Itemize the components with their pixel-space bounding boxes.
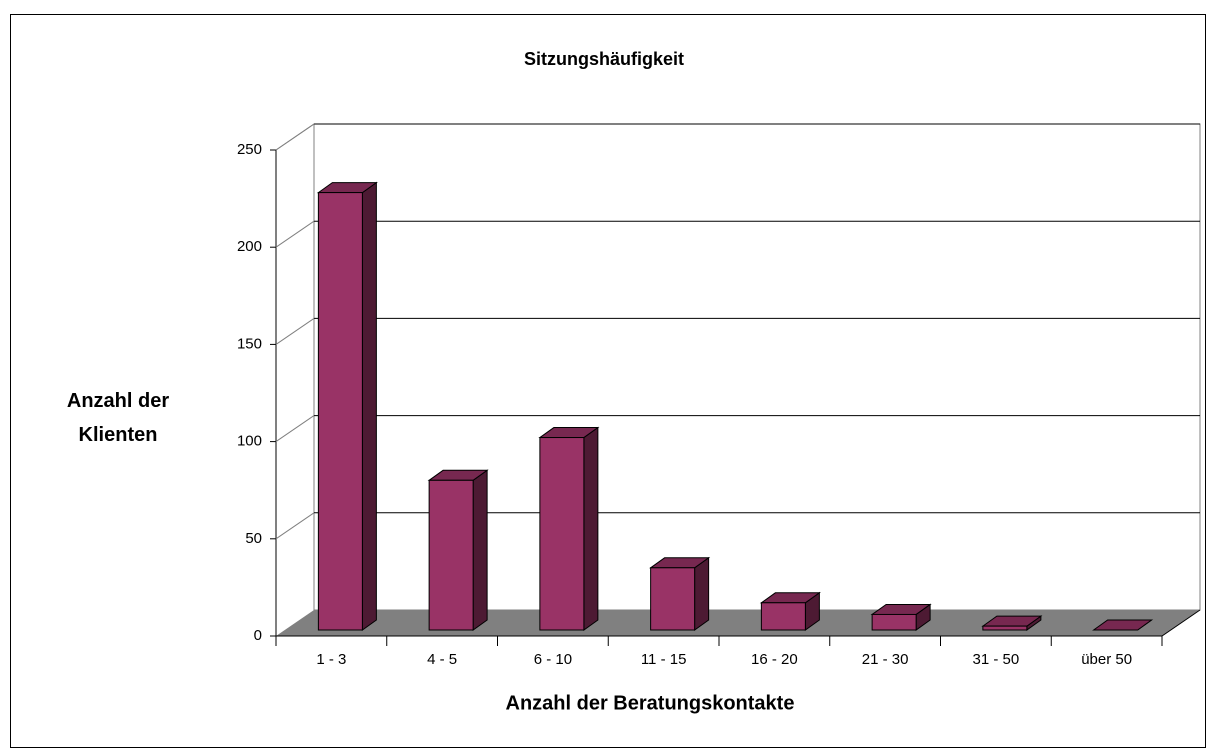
side-grid-line: [275, 415, 315, 443]
x-tick-label: über 50: [1081, 651, 1132, 668]
bar-side: [694, 556, 710, 631]
bar-front: [760, 602, 806, 631]
y-axis-title: Anzahl der Klienten: [66, 390, 170, 446]
bar-side: [472, 469, 488, 631]
bar-side: [361, 181, 377, 631]
x-tick-label: 16 - 20: [751, 651, 798, 668]
x-tick-label: 4 - 5: [427, 651, 457, 668]
bar-front: [317, 192, 363, 631]
bar: [981, 615, 1043, 631]
side-grid-line: [275, 220, 315, 248]
floor: [276, 610, 1200, 636]
x-tick-label: 11 - 15: [641, 651, 687, 668]
x-tick-label: 21 - 30: [862, 651, 909, 668]
bar-front: [539, 437, 585, 631]
x-tick-label: 31 - 50: [973, 651, 1020, 668]
side-grid-line: [275, 123, 315, 151]
bar: [759, 591, 821, 631]
x-tick-label: 6 - 10: [534, 651, 572, 668]
chart-title: Sitzungshäufigkeit: [524, 49, 684, 69]
x-axis-title: Anzahl der Beratungskontakte: [506, 692, 795, 714]
y-tick-label: 250: [237, 141, 262, 158]
side-grid-line: [275, 512, 315, 540]
bar: [1092, 619, 1154, 631]
bar-front: [982, 625, 1028, 631]
y-tick-label: 150: [237, 335, 262, 352]
bar: [316, 181, 378, 631]
bar: [538, 426, 600, 631]
floor-edge: [1161, 609, 1201, 637]
x-tick-label: 1 - 3: [316, 651, 346, 668]
side-grid-line: [275, 317, 315, 345]
bar-front: [428, 479, 474, 631]
bar-side: [583, 426, 599, 631]
y-tick-label: 200: [237, 238, 262, 255]
bar: [427, 469, 489, 631]
bar: [870, 603, 932, 631]
y-tick-label: 0: [254, 627, 262, 644]
bar-front: [871, 613, 917, 631]
y-tick-label: 100: [237, 433, 262, 450]
bar: [649, 556, 711, 631]
bar-top: [1092, 619, 1154, 631]
y-tick-label: 50: [245, 530, 262, 547]
bar-front: [650, 567, 696, 631]
